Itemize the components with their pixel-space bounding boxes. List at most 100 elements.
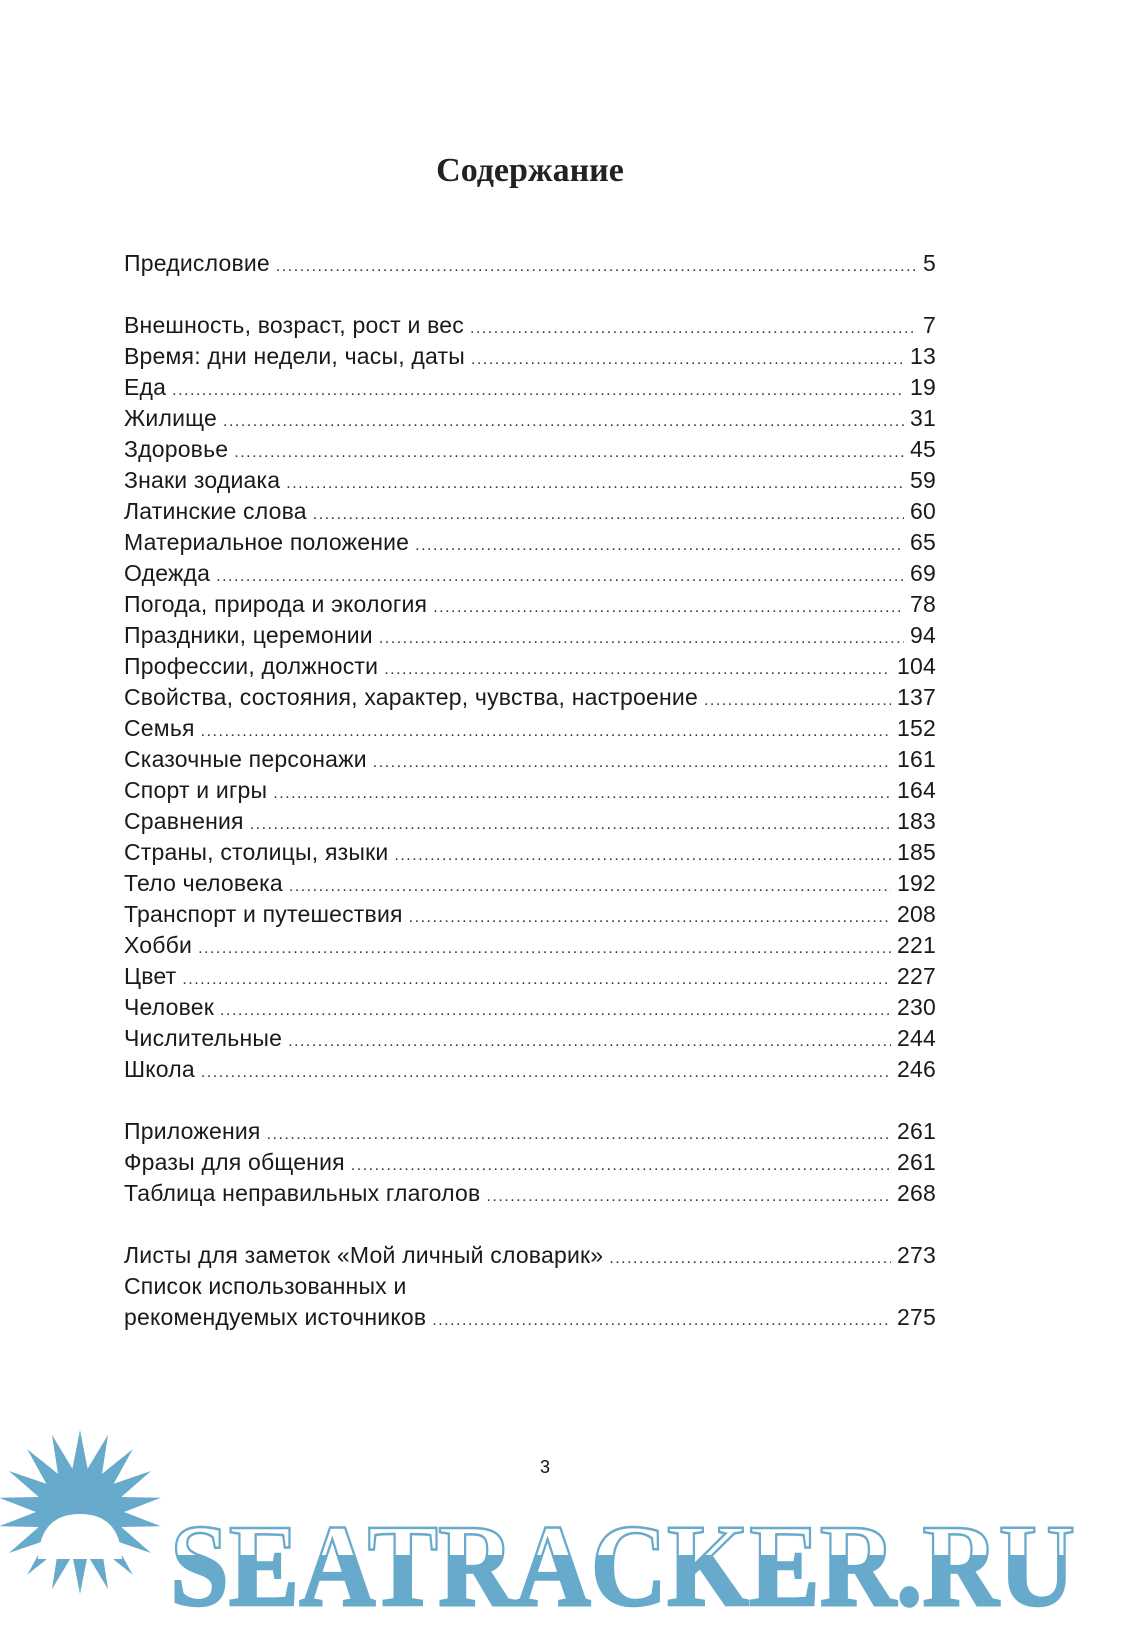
toc-group: Листы для заметок «Мой личный словарик» 2…: [124, 1240, 936, 1333]
toc-entry[interactable]: Еда 19: [124, 372, 936, 403]
toc-entry-page: 261: [897, 1118, 936, 1144]
toc-entry-page: 221: [897, 932, 936, 958]
toc-entry-label: Транспорт и путешествия: [124, 901, 403, 927]
toc-entry[interactable]: Свойства, состояния, характер, чувства, …: [124, 682, 936, 713]
toc-entry[interactable]: Листы для заметок «Мой личный словарик» 2…: [124, 1240, 936, 1271]
toc-entry[interactable]: Семья 152: [124, 713, 936, 744]
dot-leader: [276, 251, 917, 282]
toc-entry-page: 13: [910, 343, 936, 369]
dot-leader: [216, 561, 904, 592]
toc-entry-label: Знаки зодиака: [124, 467, 281, 493]
dot-leader: [234, 437, 904, 468]
toc-entry[interactable]: рекомендуемых источников 275: [124, 1302, 936, 1333]
toc-entry-label: рекомендуемых источников: [124, 1304, 427, 1330]
toc-entry[interactable]: Цвет 227: [124, 961, 936, 992]
toc-entry-label: Спорт и игры: [124, 777, 268, 803]
toc-entry-label: Семья: [124, 715, 195, 741]
toc-entry-page: 246: [897, 1056, 936, 1082]
toc-entry-label: Хобби: [124, 932, 193, 958]
toc-entry[interactable]: Материальное положение 65: [124, 527, 936, 558]
toc-entry[interactable]: Латинские слова 60: [124, 496, 936, 527]
toc-entry-label: Одежда: [124, 560, 211, 586]
toc-entry-page: 137: [897, 684, 936, 710]
toc-entry[interactable]: Сравнения 183: [124, 806, 936, 837]
toc-entry-page: 164: [897, 777, 936, 803]
toc-entry-label: Школа: [124, 1056, 195, 1082]
toc-entry[interactable]: Школа 246: [124, 1054, 936, 1085]
toc-entry-page: 244: [897, 1025, 936, 1051]
dot-leader: [273, 778, 891, 809]
toc-entry-label: Человек: [124, 994, 215, 1020]
toc-entry[interactable]: Одежда 69: [124, 558, 936, 589]
dot-leader: [409, 902, 891, 933]
dot-leader: [220, 995, 891, 1026]
toc-entry-page: 45: [910, 436, 936, 462]
dot-leader: [182, 964, 891, 995]
toc-entry[interactable]: Числительные 244: [124, 1023, 936, 1054]
dot-leader: [433, 592, 904, 623]
dot-leader: [486, 1181, 891, 1212]
toc-entry[interactable]: Жилище 31: [124, 403, 936, 434]
toc-entry-label: Внешность, возраст, рост и вес: [124, 312, 464, 338]
toc-entry[interactable]: Профессии, должности 104: [124, 651, 936, 682]
toc-entry-label: Латинские слова: [124, 498, 307, 524]
toc-entry[interactable]: Предисловие 5: [124, 248, 936, 279]
toc-entry[interactable]: Спорт и игры 164: [124, 775, 936, 806]
toc-entry-label: Здоровье: [124, 436, 229, 462]
toc-entry[interactable]: Тело человека 192: [124, 868, 936, 899]
toc-entry-label: Фразы для общения: [124, 1149, 345, 1175]
dot-leader: [288, 1026, 891, 1057]
sun-disc: [38, 1514, 122, 1559]
toc-entry[interactable]: Таблица неправильных глаголов 268: [124, 1178, 936, 1209]
toc-entry[interactable]: Праздники, церемонии 94: [124, 620, 936, 651]
toc-entry[interactable]: Транспорт и путешествия 208: [124, 899, 936, 930]
toc-entry-page: 94: [910, 622, 936, 648]
toc-entry-label: Сказочные персонажи: [124, 746, 367, 772]
toc-entry[interactable]: Приложения 261: [124, 1116, 936, 1147]
toc-entry[interactable]: Внешность, возраст, рост и вес 7: [124, 310, 936, 341]
toc-entry-page: 152: [897, 715, 936, 741]
toc-entry[interactable]: Здоровье 45: [124, 434, 936, 465]
toc-entry-label: Свойства, состояния, характер, чувства, …: [124, 684, 698, 710]
toc-entry-label: Праздники, церемонии: [124, 622, 373, 648]
dot-leader: [313, 499, 904, 530]
dot-leader: [250, 809, 891, 840]
sun-rays: [0, 1430, 161, 1594]
toc-entry-page: 227: [897, 963, 936, 989]
toc-entry[interactable]: Знаки зодиака 59: [124, 465, 936, 496]
sun-icon: [0, 1430, 161, 1594]
toc-entry-label-line: Список использованных и: [124, 1273, 407, 1299]
toc-entry-page: 161: [897, 746, 936, 772]
dot-leader: [286, 468, 904, 499]
toc-entry-label: Материальное положение: [124, 529, 410, 555]
toc-entry-page: 183: [897, 808, 936, 834]
dot-leader: [379, 623, 904, 654]
dot-leader: [223, 406, 904, 437]
seatracker-watermark-logo: SEATRACKER.RU: [0, 1430, 1076, 1632]
toc-entry-label: Жилище: [124, 405, 218, 431]
dot-leader: [432, 1305, 891, 1336]
toc-entry-page: 5: [923, 250, 936, 276]
toc-entry[interactable]: Хобби 221: [124, 930, 936, 961]
toc-entry-page: 69: [910, 560, 936, 586]
toc-entry-page: 273: [897, 1242, 936, 1268]
toc-entry-label: Цвет: [124, 963, 177, 989]
toc-entry[interactable]: Погода, природа и экология 78: [124, 589, 936, 620]
dot-leader: [415, 530, 904, 561]
toc-entry-label: Приложения: [124, 1118, 261, 1144]
dot-leader: [394, 840, 891, 871]
toc-entry[interactable]: Время: дни недели, часы, даты 13: [124, 341, 936, 372]
toc-entry-label: Листы для заметок «Мой личный словарик»: [124, 1242, 604, 1268]
toc-entry-page: 7: [923, 312, 936, 338]
dot-leader: [471, 344, 904, 375]
toc-entry[interactable]: Человек 230: [124, 992, 936, 1023]
toc-entry-label: Числительные: [124, 1025, 283, 1051]
toc-entry-label: Тело человека: [124, 870, 283, 896]
dot-leader: [201, 716, 891, 747]
dot-leader: [373, 747, 891, 778]
toc-entry[interactable]: Страны, столицы, языки 185: [124, 837, 936, 868]
page-title: Содержание: [436, 152, 624, 189]
toc-entry[interactable]: Сказочные персонажи 161: [124, 744, 936, 775]
toc-entry[interactable]: Фразы для общения 261: [124, 1147, 936, 1178]
toc-entry-page: 208: [897, 901, 936, 927]
